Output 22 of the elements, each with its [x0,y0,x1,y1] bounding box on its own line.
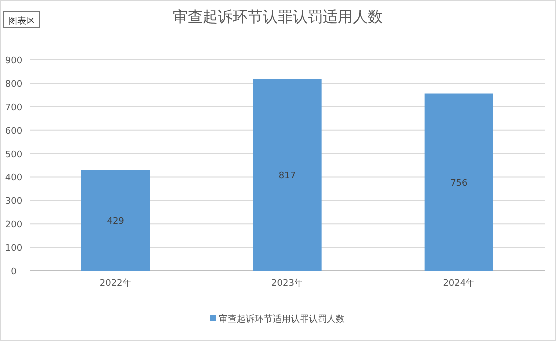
y-tick-label: 100 [5,244,23,254]
y-tick-label: 500 [5,150,23,160]
text: 图表区 [8,16,36,27]
y-tick-label: 400 [5,174,23,184]
legend-label: 审查起诉环节适用认罪认罚人数 [219,314,345,325]
y-tick-label: 600 [5,126,23,137]
bar [253,79,322,271]
x-tick-label: 2022年 [100,278,132,289]
y-tick-label: 200 [5,220,23,231]
chart-title: 审查起诉环节认罪认罚适用人数 [173,8,383,26]
x-tick-label: 2023年 [272,278,304,289]
bar [424,94,494,271]
y-tick-label: 300 [5,197,23,208]
y-tick-label: 900 [5,56,23,66]
bar [82,170,150,271]
data-label: 756 [450,178,468,189]
data-label: 817 [278,172,296,182]
x-tick-label: 2024年 [443,278,476,289]
data-label: 429 [107,217,125,228]
y-tick-label: 0 [11,268,18,278]
y-tick-label: 800 [5,80,23,90]
y-tick-label: 700 [5,103,23,114]
